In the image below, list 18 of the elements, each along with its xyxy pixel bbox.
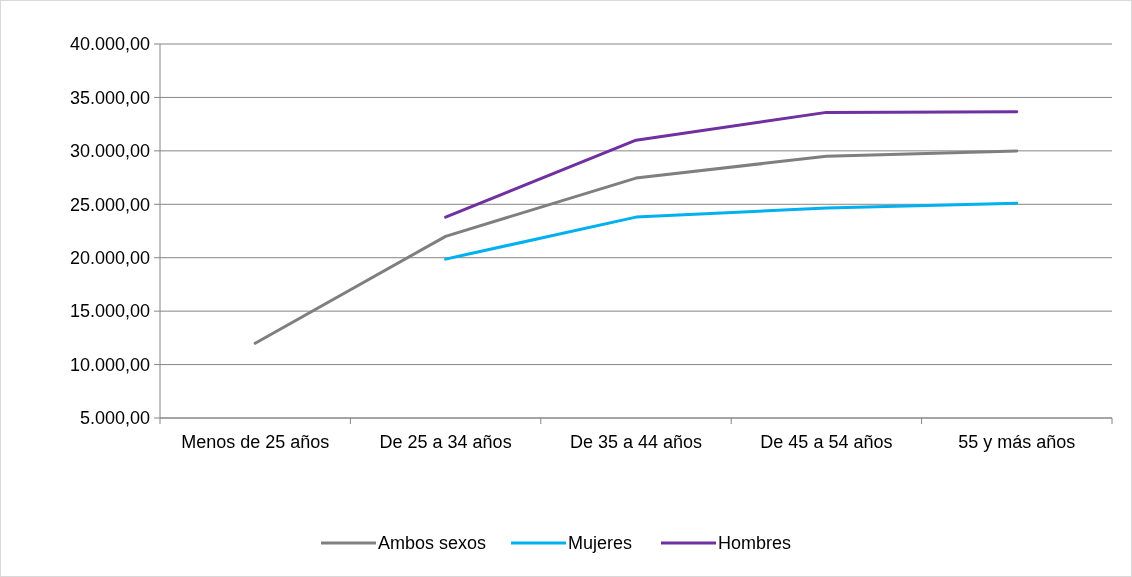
legend-label: Hombres: [718, 533, 792, 554]
y-tick-label: 25.000,00: [69, 194, 150, 215]
y-tick-label: 40.000,00: [69, 34, 150, 55]
y-tick-label: 35.000,00: [69, 87, 150, 108]
x-tick-label: Menos de 25 años: [181, 432, 330, 452]
y-tick-label: 30.000,00: [69, 141, 150, 162]
line-series: [444, 201, 1019, 261]
x-tick-label: De 35 a 44 años: [569, 432, 703, 452]
y-tick-label: 10.000,00: [69, 354, 150, 375]
line-series: [444, 110, 1019, 219]
legend-label: Ambos sexos: [378, 533, 487, 554]
x-tick-label: 55 y más años: [958, 432, 1076, 452]
y-tick-label: 5.000,00: [79, 408, 150, 429]
x-tick-label: De 25 a 34 años: [379, 432, 512, 452]
y-tick-label: 20.000,00: [69, 248, 150, 269]
y-tick-label: 15.000,00: [69, 301, 150, 322]
legend-label: Mujeres: [568, 533, 633, 554]
x-tick-label: De 45 a 54 años: [760, 432, 893, 452]
